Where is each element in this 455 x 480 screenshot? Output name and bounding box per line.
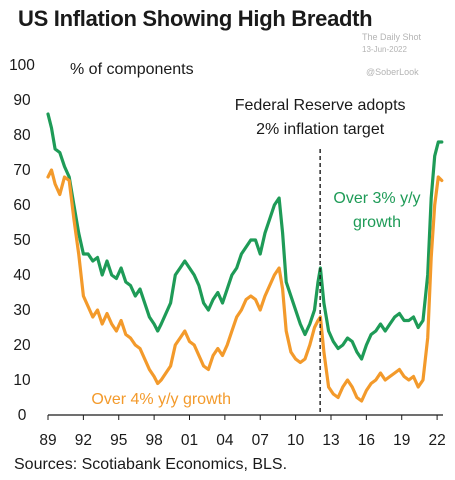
x-tick-label: 04 xyxy=(216,432,234,449)
y-tick-label: 90 xyxy=(13,92,31,109)
x-tick-label: 89 xyxy=(39,432,56,449)
source-note: Sources: Scotiabank Economics, BLS. xyxy=(14,456,288,473)
x-tick-label: 92 xyxy=(75,432,92,449)
y-tick-label: 20 xyxy=(13,337,31,354)
y-tick-label: 80 xyxy=(13,127,31,144)
y-tick-label: 70 xyxy=(13,162,31,179)
line-chart: 0 10 20 30 40 50 60 70 80 90 100 89 92 95 98 01 04 07 10 1… xyxy=(9,57,446,449)
event-annotation-line-1: Federal Reserve adopts xyxy=(235,97,406,114)
y-tick-label: 10 xyxy=(13,372,31,389)
y-tick-label: 30 xyxy=(13,302,31,319)
x-axis-ticks: 89 92 95 98 01 04 07 10 13 16 19 22 xyxy=(39,415,446,449)
x-tick-label: 98 xyxy=(145,432,162,449)
x-tick-label: 19 xyxy=(393,432,410,449)
y-axis-unit-label: % of components xyxy=(70,61,194,78)
watermark-brand: The Daily Shot xyxy=(362,32,422,42)
x-tick-label: 16 xyxy=(358,432,375,449)
y-tick-label: 60 xyxy=(13,197,31,214)
series-line-over-4pct xyxy=(46,168,444,403)
y-tick-label: 40 xyxy=(13,267,31,284)
series-lines xyxy=(46,112,444,403)
x-tick-label: 22 xyxy=(428,432,445,449)
x-tick-label: 10 xyxy=(287,432,305,449)
x-tick-label: 13 xyxy=(322,432,339,449)
x-tick-label: 01 xyxy=(181,432,198,449)
x-tick-label: 95 xyxy=(110,432,127,449)
y-tick-label: 100 xyxy=(9,57,35,74)
chart-title: US Inflation Showing High Breadth xyxy=(18,6,373,31)
green-series-label-line-2: growth xyxy=(353,214,401,231)
orange-series-label: Over 4% y/y growth xyxy=(91,391,231,408)
watermark-handle: @SoberLook xyxy=(366,67,419,77)
y-axis-ticks: 0 10 20 30 40 50 60 70 80 90 100 xyxy=(9,57,35,424)
series-line-over-3pct xyxy=(46,112,444,361)
x-tick-label: 07 xyxy=(252,432,269,449)
watermark-date: 13-Jun-2022 xyxy=(362,45,407,54)
green-series-label-line-1: Over 3% y/y xyxy=(333,190,420,207)
y-tick-label: 0 xyxy=(18,407,27,424)
y-tick-label: 50 xyxy=(13,232,31,249)
event-annotation-line-2: 2% inflation target xyxy=(256,121,385,138)
